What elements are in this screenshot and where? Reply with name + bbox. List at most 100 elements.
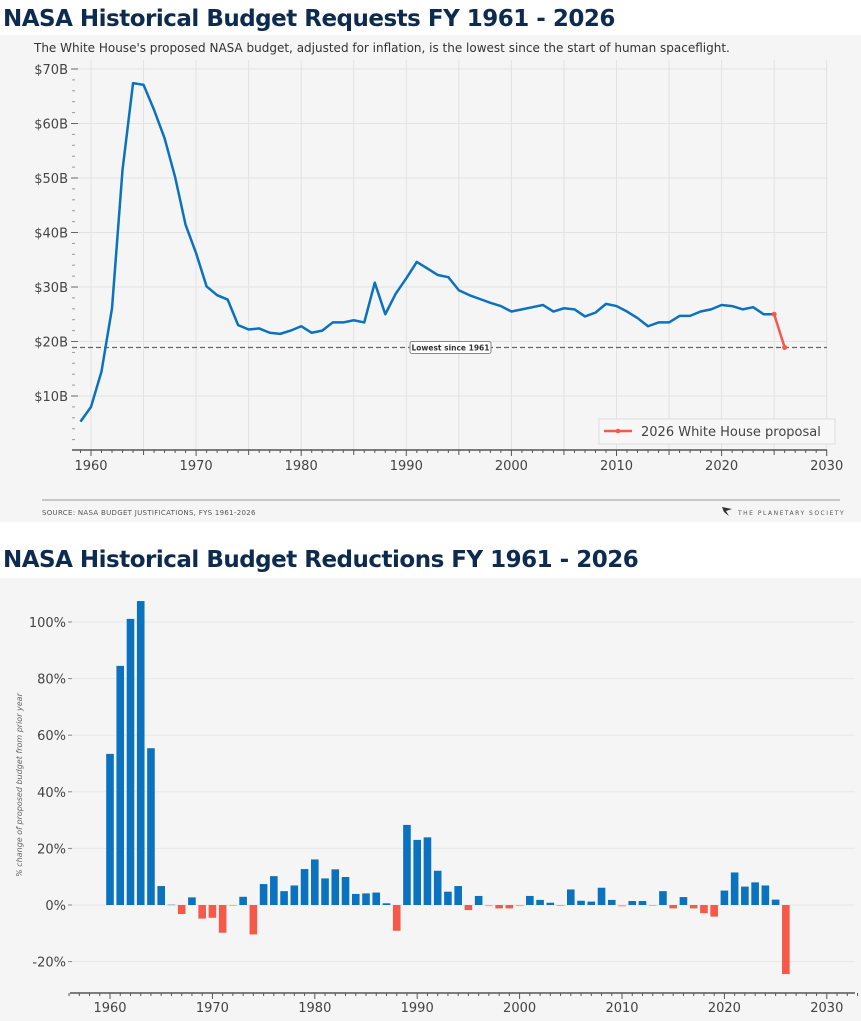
bar [751,882,759,905]
bar [546,902,555,905]
bar [259,884,268,905]
x-tick-label: 2030 [810,459,843,474]
bar [679,897,688,905]
bar [495,905,503,909]
bar [771,899,780,905]
bar [659,891,667,905]
reference-label: Lowest since 1961 [412,343,490,352]
top-chart-subtitle: The White House's proposed NASA budget, … [33,41,730,55]
x-tick-label: 2010 [600,459,633,474]
bar [761,885,770,905]
bar [157,886,165,905]
bar [147,748,155,905]
bar [403,824,411,905]
x-tick-label: 1960 [93,1001,126,1016]
bar [392,905,401,931]
bar [229,905,237,906]
bar [239,896,247,905]
bar [126,618,135,905]
bar [372,892,381,905]
bar [116,665,125,905]
bar [710,905,718,917]
bar [280,891,288,905]
bar [382,903,391,905]
y-tick-label: 100% [29,616,66,631]
bar [188,897,196,905]
x-tick-label: 2010 [605,1001,638,1016]
bar [341,876,350,905]
bar [167,904,176,906]
legend: 2026 White House proposal [598,418,836,445]
bar [208,905,217,918]
x-tick-label: 2000 [495,459,528,474]
bar [270,876,278,905]
y-tick-label: $40B [34,227,68,242]
x-tick-label: 1960 [74,459,107,474]
bar [177,905,186,915]
legend-marker [615,428,621,434]
y-tick-label: $20B [34,336,68,351]
bar [782,905,790,975]
bar [587,901,596,905]
bar [730,872,739,905]
bottom-y-axis-label: % change of proposed budget from prior y… [15,692,24,876]
x-tick-label: 1970 [196,1001,229,1016]
y-tick-label: 0% [45,899,66,914]
top-chart-title: NASA Historical Budget Requests FY 1961 … [3,6,615,32]
bar [536,899,544,905]
x-tick-label: 2030 [810,1001,843,1016]
svg-text:THE PLANETARY SOCIETY: THE PLANETARY SOCIETY [737,510,845,517]
logo-bird-icon [722,507,732,516]
bar [136,601,145,905]
bar [577,900,585,905]
bar [515,905,524,907]
bar [485,905,493,907]
reference-label-box [409,340,492,354]
bar [607,899,616,905]
bar [290,885,299,905]
bar [454,886,462,905]
bar [362,893,370,905]
bar [321,878,329,905]
y-tick-label: $70B [34,63,68,78]
bar [474,895,483,905]
bar [464,905,473,911]
bar [648,905,657,906]
bar [741,886,749,905]
y-tick-label: -20% [32,956,66,971]
x-tick-label: 1990 [390,459,423,474]
bar [351,893,360,905]
bar [526,895,534,905]
bottom-chart-title: NASA Historical Budget Reductions FY 196… [3,547,638,573]
bar [628,901,637,905]
proposal-point [782,344,788,350]
x-tick-label: 1980 [285,459,318,474]
bar [597,887,606,905]
proposal-point [771,311,777,317]
y-tick-label: 20% [37,842,66,857]
x-tick-label: 1970 [180,459,213,474]
x-tick-label: 2020 [705,459,738,474]
y-tick-label: 40% [37,786,66,801]
bar [433,870,442,905]
bar [556,905,565,906]
bar [505,905,514,909]
x-tick-label: 2020 [708,1001,741,1016]
x-tick-label: 1980 [298,1001,331,1016]
bar [689,905,698,909]
bar [700,905,708,914]
bar [618,905,626,907]
svg-text:% change of proposed budget fr: % change of proposed budget from prior y… [15,692,24,876]
bar [300,869,309,905]
y-tick-label: $30B [34,281,68,296]
bar [423,837,432,905]
bar [444,891,452,905]
bar [567,889,575,905]
legend-label: 2026 White House proposal [641,425,821,440]
bar [198,905,206,919]
bar [249,905,258,935]
y-tick-label: 60% [37,729,66,744]
x-tick-label: 2000 [503,1001,536,1016]
legend-box [598,418,836,445]
y-tick-label: $10B [34,390,68,405]
